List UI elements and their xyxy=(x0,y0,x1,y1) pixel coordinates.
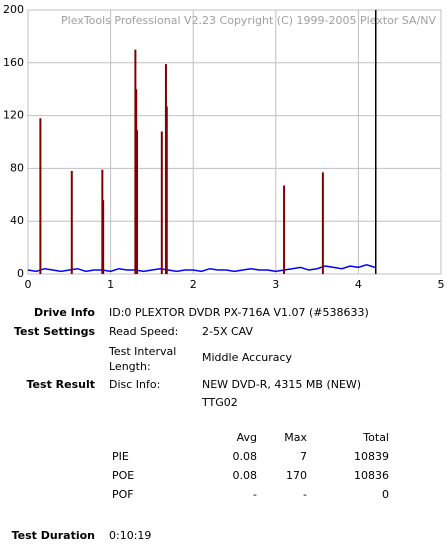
cell: 0.08 xyxy=(232,469,258,482)
watermark: PlexTools Professional V2.23 Copyright (… xyxy=(61,14,436,27)
row-label: POE xyxy=(112,469,135,482)
row-label: POF xyxy=(112,488,134,501)
field-value: NEW DVD-R, 4315 MB (NEW) xyxy=(202,378,362,391)
x-tick-label: 2 xyxy=(190,278,197,291)
drive-value: ID:0 PLEXTOR DVDR PX-716A V1.07 (#538633… xyxy=(109,306,369,319)
field-value: 2-5X CAV xyxy=(202,325,254,338)
y-tick-label: 120 xyxy=(3,109,24,122)
column-header: Max xyxy=(284,431,307,444)
field-label: Test Interval Length: xyxy=(109,345,177,373)
cell: - xyxy=(303,488,307,501)
cell: 0.08 xyxy=(232,450,258,463)
y-tick-label: 40 xyxy=(10,214,24,227)
chart: PlexTools Professional V2.23 Copyright (… xyxy=(3,3,445,291)
section-label: Test Result xyxy=(26,378,95,391)
field-value: TTG02 xyxy=(202,396,238,409)
x-tick-label: 3 xyxy=(272,278,279,291)
cell: - xyxy=(253,488,257,501)
section-label: Test Duration xyxy=(11,529,95,542)
section-label: Drive Info xyxy=(33,306,95,319)
field-value: Middle Accuracy xyxy=(202,351,293,364)
cell: 170 xyxy=(286,469,307,482)
y-tick-label: 200 xyxy=(3,3,24,16)
cell: 10839 xyxy=(354,450,389,463)
y-tick-label: 80 xyxy=(10,161,24,174)
x-tick-label: 0 xyxy=(25,278,32,291)
section-label: Test Settings xyxy=(13,325,95,338)
x-tick-label: 1 xyxy=(107,278,114,291)
y-tick-label: 160 xyxy=(3,56,24,69)
y-tick-label: 0 xyxy=(17,267,24,280)
cell: 0 xyxy=(382,488,389,501)
cell: 10836 xyxy=(354,469,389,482)
row-label: PIE xyxy=(112,450,129,463)
column-header: Avg xyxy=(236,431,257,444)
x-tick-label: 4 xyxy=(355,278,362,291)
duration-value: 0:10:19 xyxy=(109,529,152,542)
info-panel: Drive Info ID:0 PLEXTOR DVDR PX-716A V1.… xyxy=(0,300,447,544)
series-line xyxy=(27,263,376,273)
cell: 7 xyxy=(300,450,307,463)
field-label: Read Speed: xyxy=(109,325,179,338)
plot-area xyxy=(27,9,442,275)
field-label: Disc Info: xyxy=(109,378,161,391)
column-header: Total xyxy=(363,431,389,444)
x-tick-label: 5 xyxy=(438,278,445,291)
